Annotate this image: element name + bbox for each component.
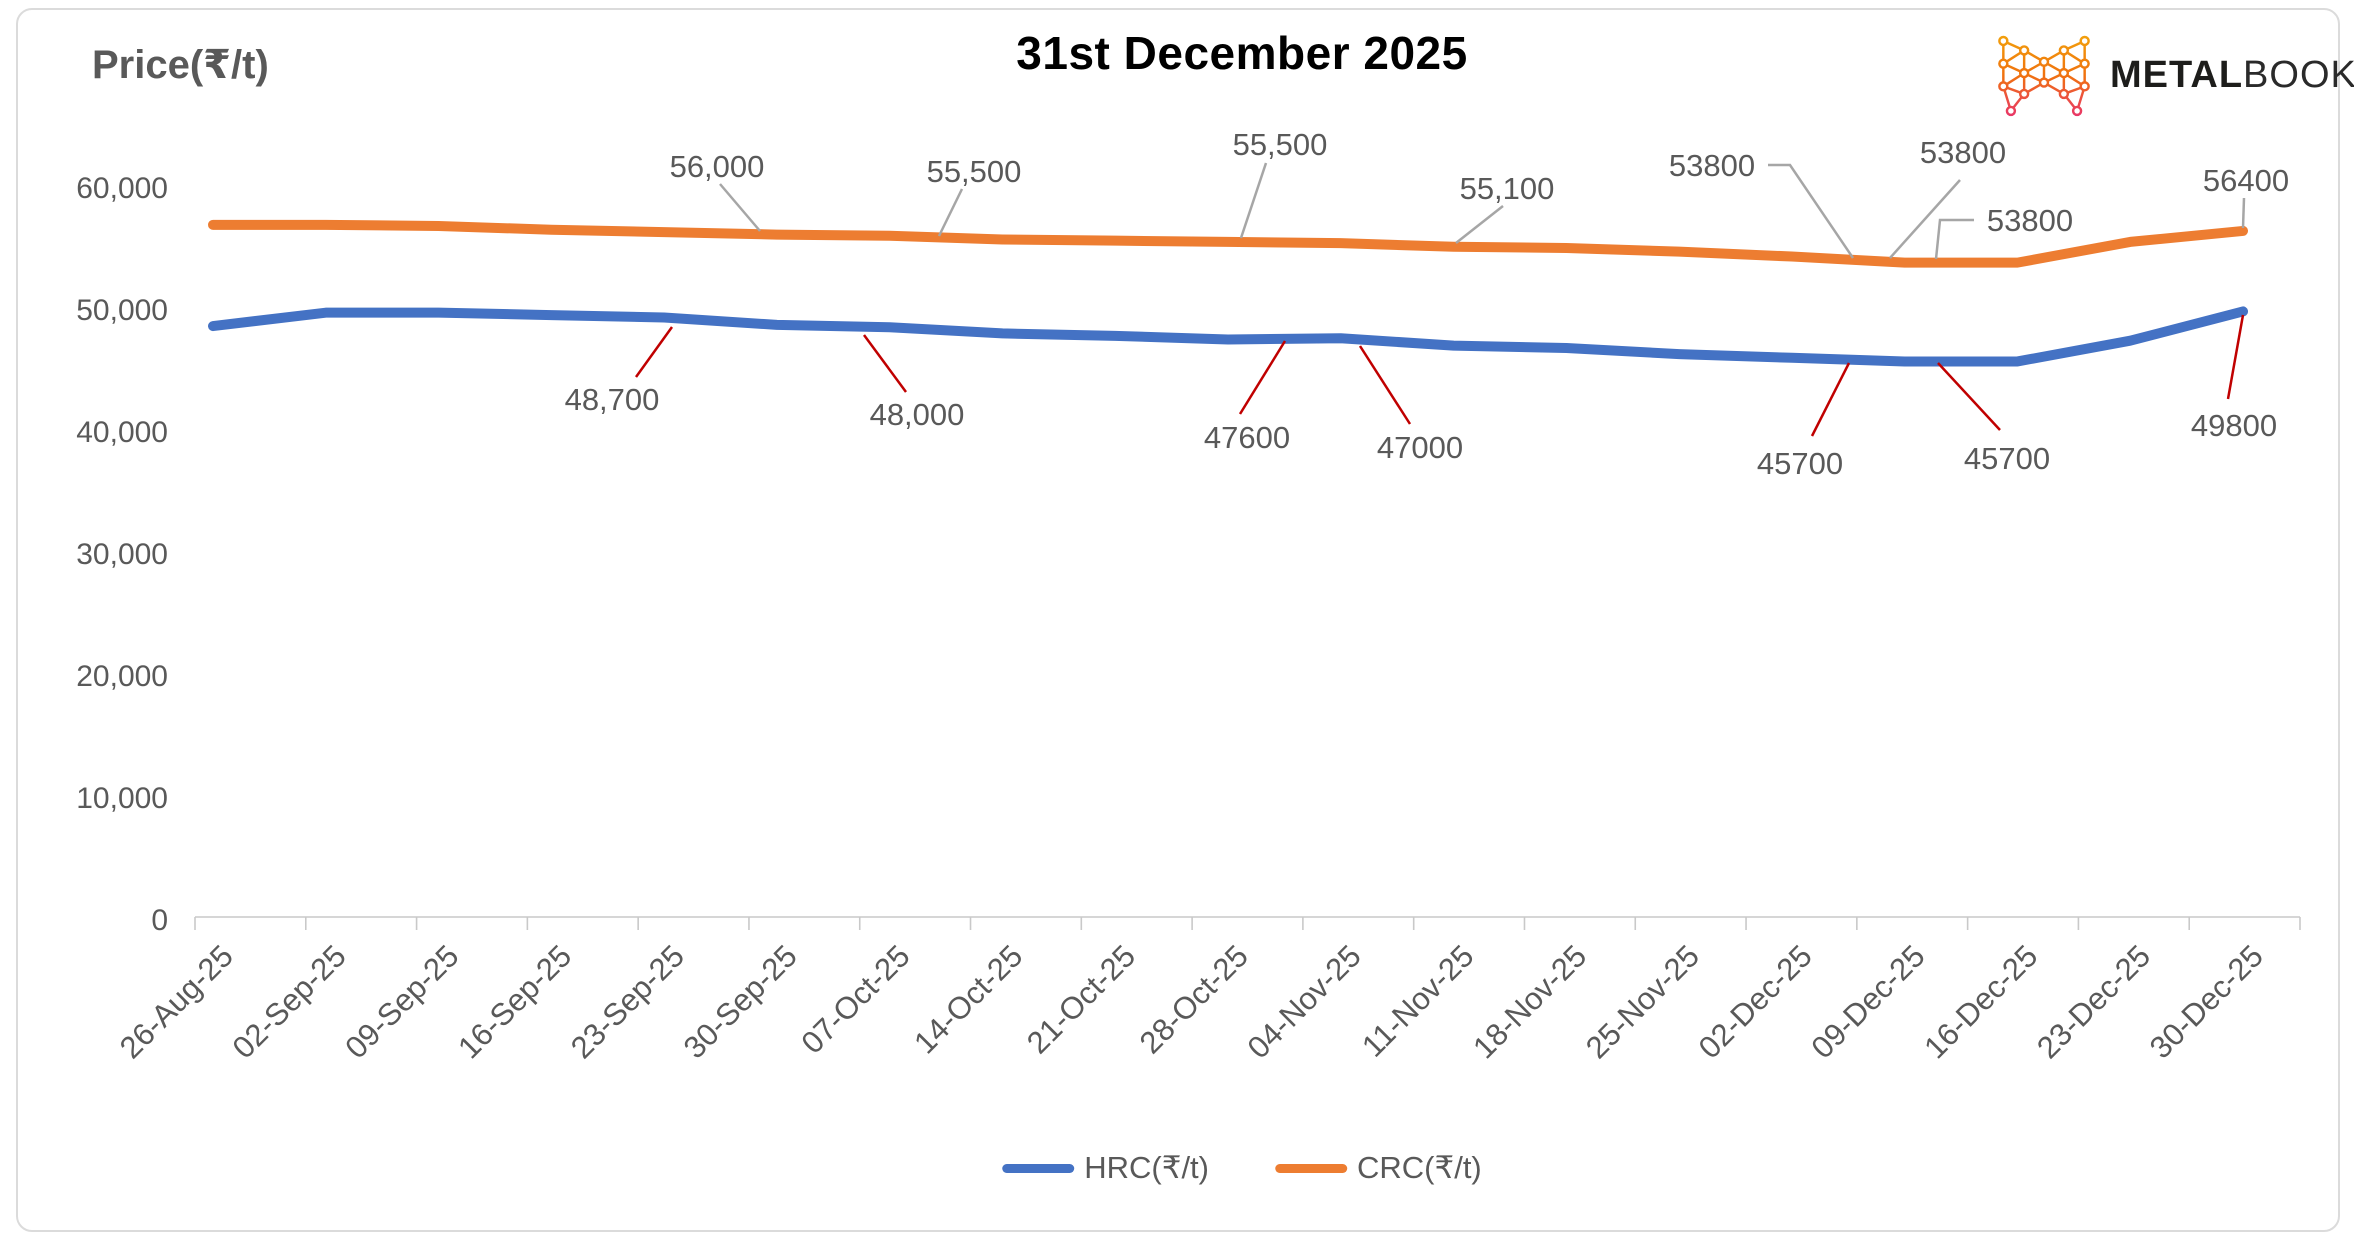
x-axis-tick-label: 09-Sep-25: [338, 938, 465, 1065]
y-axis-tick-label: 60,000: [76, 172, 168, 205]
annotation-leader-crc: [1239, 162, 1268, 239]
annotation-leader-crc: [1455, 205, 1504, 244]
x-axis-tick-label: 04-Nov-25: [1241, 938, 1368, 1065]
x-axis-tick-label: 25-Nov-25: [1579, 938, 1706, 1065]
x-axis-tick-label: 09-Dec-25: [1805, 938, 1932, 1065]
x-axis-tick-label: 14-Oct-25: [907, 938, 1029, 1060]
annotation-label-hrc: 48,700: [565, 382, 660, 417]
annotation-leader-crc: [719, 183, 761, 232]
crc-line-series: [208, 219, 2248, 268]
x-axis-tick-label: 16-Dec-25: [1917, 938, 2044, 1065]
brand-text-light: BOOK: [2243, 53, 2354, 96]
annotation-label-crc: 53800: [1920, 135, 2006, 170]
y-axis-tick-label: 0: [151, 904, 168, 937]
y-axis-title: Price(₹/t): [92, 43, 269, 87]
crc-line-swatch: [1275, 1163, 1347, 1173]
annotation-leader-hrc: [862, 334, 908, 393]
annotation-leader-hrc: [1238, 340, 1287, 415]
annotation-label-hrc: 48,000: [870, 397, 965, 432]
metalbook-wordmark: METALBOOK: [2110, 54, 2354, 97]
y-axis-tick-label: 50,000: [76, 294, 168, 327]
metalbook-logo: METALBOOK: [1992, 28, 2354, 122]
x-axis-tick-label: 23-Dec-25: [2030, 938, 2157, 1065]
x-axis-tick-label: 23-Sep-25: [564, 938, 691, 1065]
y-axis-tick-label: 40,000: [76, 416, 168, 449]
annotation-leader-hrc: [1810, 362, 1851, 437]
annotation-label-crc: 53800: [1987, 203, 2073, 238]
chart-legend: HRC(₹/t) CRC(₹/t): [1002, 1150, 1482, 1186]
brand-text-bold: METAL: [2110, 53, 2244, 96]
x-axis-tick-label: 11-Nov-25: [1355, 938, 1480, 1063]
metalbook-logo-mark: [1998, 35, 2090, 117]
y-axis-tick-label: 20,000: [76, 660, 168, 693]
legend-item-hrc: HRC(₹/t): [1002, 1150, 1209, 1186]
annotation-label-crc: 55,500: [927, 154, 1022, 189]
x-axis-tick-label: 02-Dec-25: [1692, 938, 1819, 1065]
crc-legend-label: CRC(₹/t): [1357, 1150, 1482, 1185]
annotation-label-hrc: 45700: [1757, 446, 1843, 481]
annotation-leader-crc: [2241, 197, 2246, 229]
hrc-legend-label: HRC(₹/t): [1084, 1150, 1209, 1185]
x-axis-tick-label: 28-Oct-25: [1133, 938, 1255, 1060]
legend-item-crc: CRC(₹/t): [1275, 1150, 1482, 1186]
x-axis-tick-label: 02-Sep-25: [226, 938, 353, 1065]
hrc-line-series: [208, 306, 2248, 367]
x-axis-tick-label: 30-Dec-25: [2143, 938, 2270, 1065]
annotation-label-hrc: 45700: [1964, 441, 2050, 476]
x-axis-tick-label: 18-Nov-25: [1466, 938, 1593, 1065]
annotation-label-hrc: 47000: [1377, 430, 1463, 465]
annotation-label-hrc: 49800: [2191, 408, 2277, 443]
annotation-label-crc: 53800: [1669, 148, 1755, 183]
annotation-leader-crc: [1934, 218, 1974, 260]
annotation-leader-crc: [1889, 179, 1961, 259]
x-axis-tick-label: 16-Sep-25: [451, 938, 578, 1065]
chart-title: 31st December 2025: [1016, 27, 1468, 79]
annotation-leader-hrc: [634, 326, 674, 378]
annotation-label-crc: 56,000: [670, 149, 765, 184]
x-axis-tick-label: 21-Oct-25: [1020, 938, 1142, 1060]
y-axis-tick-label: 10,000: [76, 782, 168, 815]
hrc-line-swatch: [1002, 1163, 1075, 1173]
x-axis-tick-label: 26-Aug-25: [113, 938, 240, 1065]
annotation-leader-hrc: [1358, 345, 1412, 425]
annotation-leader-crc: [937, 188, 964, 237]
annotation-leader-hrc: [1937, 362, 2001, 431]
annotation-leader-hrc: [2226, 314, 2245, 400]
annotation-label-hrc: 47600: [1204, 420, 1290, 455]
annotation-label-crc: 55,100: [1460, 171, 1555, 206]
y-axis-tick-label: 30,000: [76, 538, 168, 571]
x-axis-tick-label: 30-Sep-25: [677, 938, 804, 1065]
annotation-leader-crc: [1768, 163, 1855, 259]
annotation-label-crc: 56400: [2203, 163, 2289, 198]
x-axis-tick-label: 07-Oct-25: [794, 938, 916, 1060]
annotation-label-crc: 55,500: [1233, 127, 1328, 162]
